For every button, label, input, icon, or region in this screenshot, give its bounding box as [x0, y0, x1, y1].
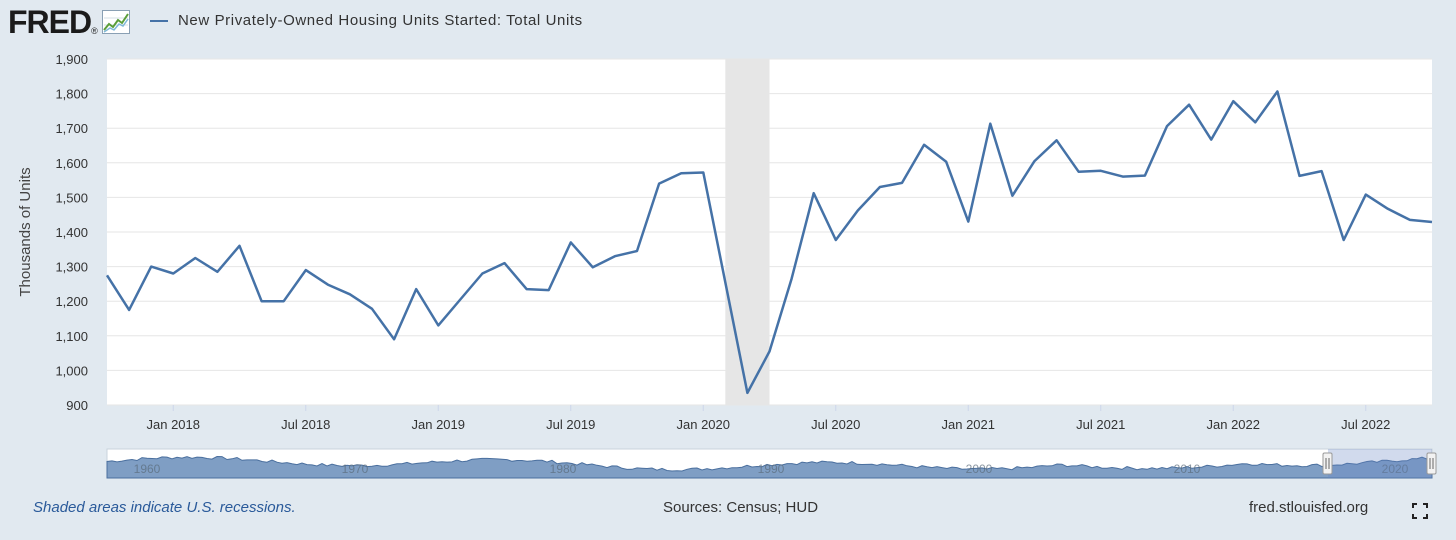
x-tick-label: Jan 2021 — [942, 417, 996, 432]
series-layer — [105, 90, 1433, 395]
fullscreen-icon[interactable] — [1412, 503, 1428, 519]
line-chart: 900 1,000 1,100 1,200 1,300 1,400 1,500 1,600 1,… — [17, 52, 1437, 479]
x-tick-label: Jul 2019 — [546, 417, 595, 432]
navigator-series-area — [106, 455, 1433, 479]
y-tick-label: 1,200 — [55, 294, 88, 309]
navigator-year-label: 1980 — [550, 462, 577, 476]
logo-registered-mark: ® — [91, 26, 98, 36]
x-tick-label: Jul 2021 — [1076, 417, 1125, 432]
navigator-year-label: 1970 — [342, 462, 369, 476]
legend-line-swatch — [150, 19, 168, 22]
recession-note: Shaded areas indicate U.S. recessions. — [33, 499, 296, 516]
x-tick-label: Jan 2022 — [1207, 417, 1261, 432]
navigator-year-label: 2020 — [1382, 462, 1409, 476]
y-axis-title: Thousands of Units — [17, 167, 34, 296]
gridlines — [107, 58, 1432, 406]
legend-series-label: New Privately-Owned Housing Units Starte… — [178, 12, 583, 29]
navigator-year-label: 1960 — [134, 462, 161, 476]
x-tick-label: Jul 2018 — [281, 417, 330, 432]
navigator-year-label: 2000 — [966, 462, 993, 476]
navigator-handle-right[interactable] — [1426, 452, 1437, 475]
y-tick-label: 1,100 — [55, 329, 88, 344]
y-tick-label: 1,800 — [55, 87, 88, 102]
y-tick-label: 1,500 — [55, 190, 88, 205]
y-tick-label: 1,400 — [55, 225, 88, 240]
chart-legend[interactable]: New Privately-Owned Housing Units Starte… — [150, 12, 583, 29]
navigator-year-label: 1990 — [758, 462, 785, 476]
chart-header: FRED ® New Privately-Owned Housing Units… — [0, 0, 1456, 46]
y-tick-label: 1,600 — [55, 156, 88, 171]
y-tick-label: 1,700 — [55, 121, 88, 136]
sources-text: Sources: Census; HUD — [663, 499, 819, 516]
y-tick-label: 1,300 — [55, 260, 88, 275]
x-tick-label: Jan 2019 — [412, 417, 466, 432]
y-tick-label: 900 — [66, 398, 88, 413]
navigator[interactable]: 1960 1970 1980 1990 2000 2010 2020 — [106, 448, 1437, 479]
navigator-year-label: 2010 — [1174, 462, 1201, 476]
x-tick-label: Jul 2022 — [1341, 417, 1390, 432]
navigator-selection[interactable] — [1328, 449, 1432, 478]
y-tick-label: 1,000 — [55, 363, 88, 378]
logo-chart-icon — [101, 10, 130, 34]
x-tick-label: Jan 2018 — [147, 417, 201, 432]
logo-text: FRED — [8, 3, 92, 40]
y-axis-ticks: 900 1,000 1,100 1,200 1,300 1,400 1,500 1,600 1,… — [55, 52, 88, 413]
x-axis-ticks: Jan 2018 Jul 2018 Jan 2019 Jul 2019 Jan 2020… — [147, 405, 1390, 432]
fred-logo[interactable]: FRED ® — [8, 2, 130, 42]
site-url[interactable]: fred.stlouisfed.org — [1249, 499, 1369, 516]
navigator-year-labels: 1960 1970 1980 1990 2000 2010 2020 — [134, 462, 1409, 476]
x-tick-label: Jul 2020 — [811, 417, 860, 432]
navigator-handle-left[interactable] — [1322, 452, 1333, 475]
y-tick-label: 1,900 — [55, 52, 88, 67]
x-tick-label: Jan 2020 — [677, 417, 731, 432]
series-line[interactable] — [105, 90, 1433, 395]
